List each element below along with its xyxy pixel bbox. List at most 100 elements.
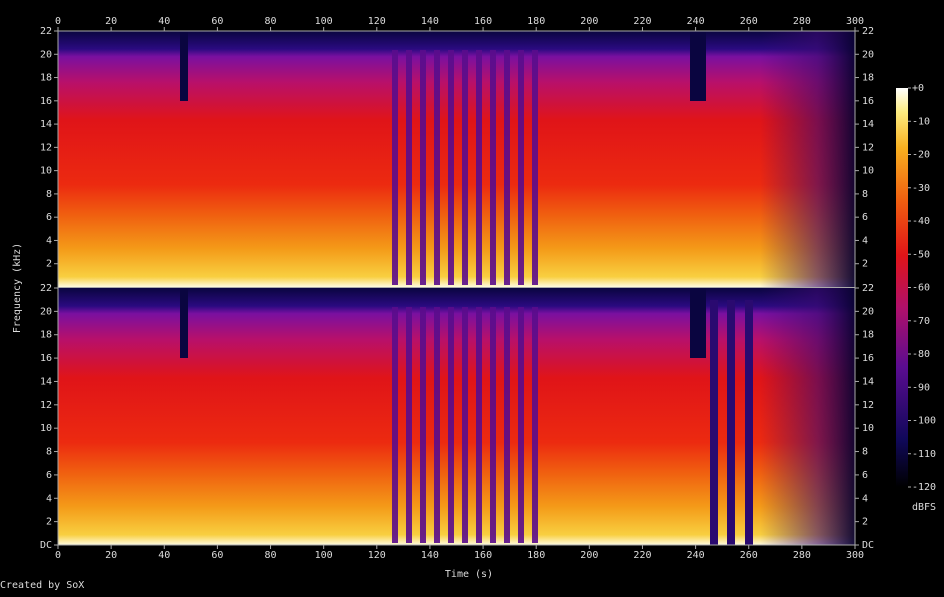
y-tick-label: 6 [862,470,868,481]
y-tick-label: 16 [862,96,874,107]
spectrogram-gap [710,300,718,545]
y-tick-label: 4 [862,235,868,246]
x-tick-label: 80 [265,16,277,27]
x-tick-label: 100 [315,16,333,27]
y-tick-label: 12 [862,400,874,411]
x-tick-label: 20 [105,550,117,561]
x-tick-label: 40 [158,550,170,561]
x-tick-label: 100 [315,550,333,561]
y-tick-label: 10 [862,423,874,434]
y-tick-label: 16 [40,96,52,107]
x-tick-label: 240 [687,550,705,561]
x-tick-label: 60 [211,16,223,27]
spectrogram-gap [180,288,188,358]
x-axis-label: Time (s) [445,569,493,580]
x-tick-label: 120 [368,550,386,561]
y-tick-label: 4 [46,493,52,504]
y-tick-label: 8 [862,447,868,458]
y-tick-label: 4 [862,493,868,504]
x-tick-label: 120 [368,16,386,27]
y-tick-label: 6 [862,212,868,223]
y-tick-label: 2 [862,517,868,528]
y-tick-label: 20 [862,49,874,60]
y-tick-label: 16 [40,353,52,364]
x-tick-label: 260 [740,550,758,561]
y-tick-label: 8 [862,189,868,200]
x-tick-label: 240 [687,16,705,27]
y-tick-label: 22 [862,26,874,37]
x-tick-label: 0 [55,550,61,561]
colorbar-tick-label: -20 [912,150,930,161]
credit: Created by SoX [0,580,84,591]
x-tick-label: 220 [633,550,651,561]
y-tick-label: 18 [40,73,52,84]
spectrogram-gap [690,288,706,358]
colorbar-tick-label: +0 [912,83,924,94]
x-tick-label: 180 [527,16,545,27]
colorbar-tick-label: -100 [912,416,936,427]
colorbar-tick-label: -50 [912,249,930,260]
y-tick-label: 20 [40,49,52,60]
y-tick-label: 12 [40,400,52,411]
y-tick-label: 20 [862,306,874,317]
x-tick-label: 60 [211,550,223,561]
y-tick-label: DC [862,540,874,551]
y-tick-label: 10 [862,166,874,177]
y-tick-label: 14 [40,119,52,130]
y-tick-label: 8 [46,447,52,458]
y-tick-label: 22 [40,26,52,37]
y-tick-label: 4 [46,235,52,246]
x-tick-label: 40 [158,16,170,27]
colorbar-tick-label: -90 [912,382,930,393]
y-tick-label: 8 [46,189,52,200]
y-tick-label: DC [40,540,52,551]
y-tick-label: 18 [40,330,52,341]
x-tick-label: 280 [793,550,811,561]
colorbar-tick-label: -80 [912,349,930,360]
spectrogram-gap [727,300,735,545]
y-tick-label: 14 [862,119,874,130]
x-tick-label: 160 [474,16,492,27]
spectrogram-gap [745,300,753,545]
y-tick-label: 18 [862,73,874,84]
colorbar-tick-label: -40 [912,216,930,227]
colorbar [896,88,908,487]
x-tick-label: 80 [265,550,277,561]
y-tick-label: 10 [40,166,52,177]
y-tick-label: 12 [862,142,874,153]
colorbar-tick-label: -60 [912,283,930,294]
y-tick-label: 6 [46,212,52,223]
x-tick-label: 0 [55,16,61,27]
spectrogram-stripes [390,50,538,285]
y-tick-label: 14 [862,376,874,387]
spectrogram-stripes [390,307,538,543]
spectrogram-image [58,31,855,545]
x-tick-label: 140 [421,16,439,27]
x-tick-label: 280 [793,16,811,27]
x-tick-label: 300 [846,550,864,561]
colorbar-label: dBFS [912,502,936,513]
y-tick-label: 6 [46,470,52,481]
x-tick-label: 180 [527,550,545,561]
x-tick-label: 200 [580,16,598,27]
y-tick-label: 10 [40,423,52,434]
y-tick-label: 22 [862,283,874,294]
y-tick-label: 14 [40,376,52,387]
y-tick-label: 18 [862,330,874,341]
colorbar-tick-label: -70 [912,316,930,327]
colorbar-tick-label: -10 [912,116,930,127]
y-tick-label: 16 [862,353,874,364]
spectrogram-gap [690,31,706,101]
colorbar-tick-label: -110 [912,449,936,460]
x-tick-label: 220 [633,16,651,27]
spectrogram-fade [760,31,855,287]
y-tick-label: 20 [40,306,52,317]
colorbar-tick-label: -30 [912,183,930,194]
x-tick-label: 160 [474,550,492,561]
y-tick-label: 2 [46,259,52,270]
x-tick-label: 300 [846,16,864,27]
x-tick-label: 20 [105,16,117,27]
y-tick-label: 22 [40,283,52,294]
y-tick-label: 12 [40,142,52,153]
